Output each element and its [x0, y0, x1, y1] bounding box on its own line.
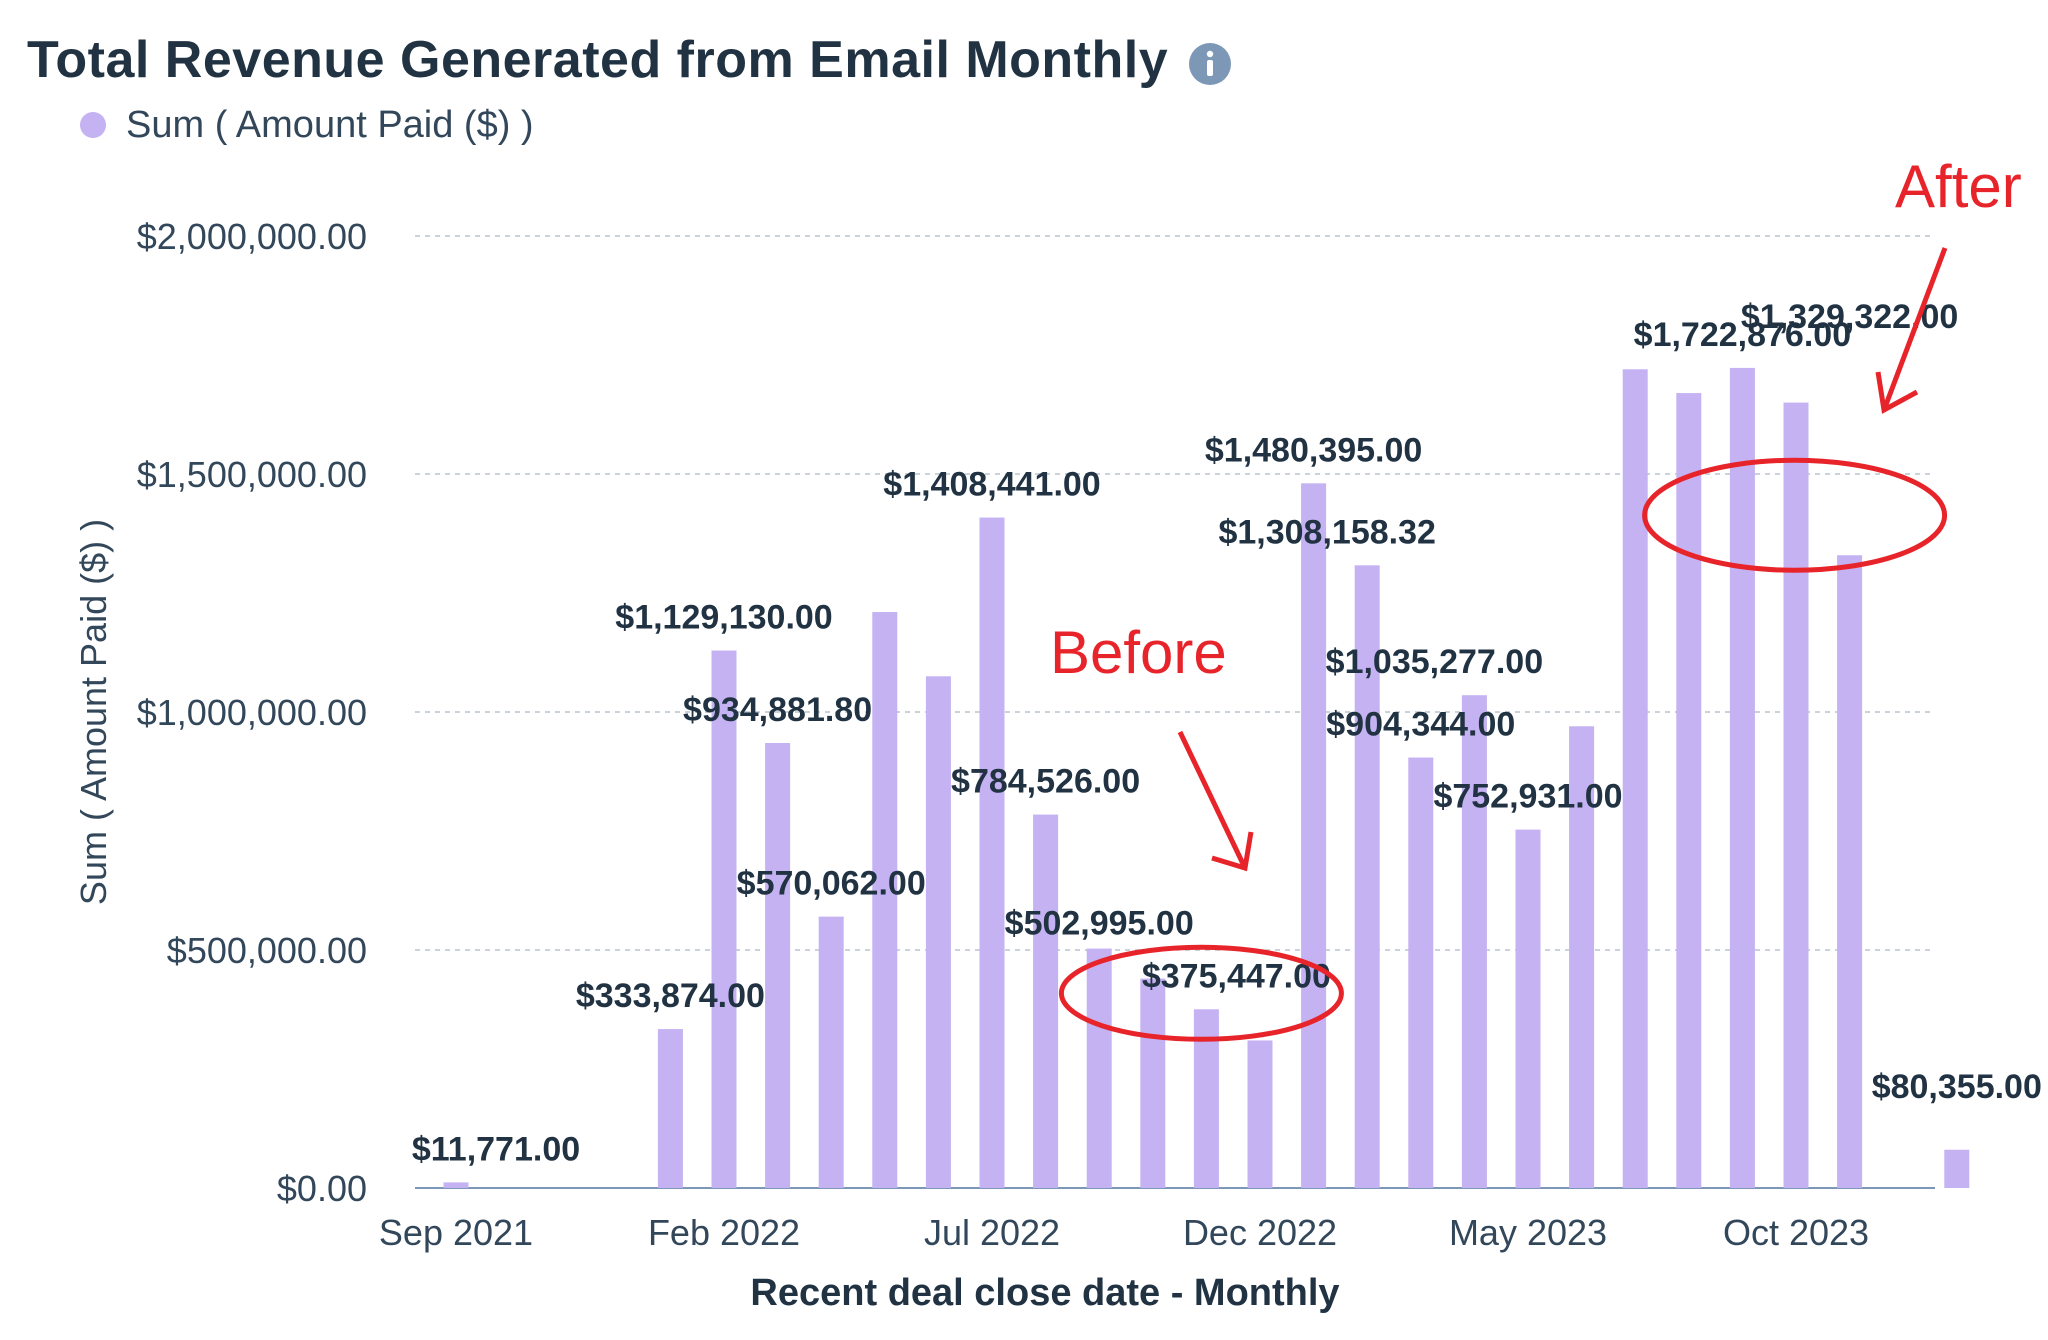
chart-title: Total Revenue Generated from Email Month…: [27, 31, 1169, 89]
x-tick-label: Dec 2022: [1183, 1212, 1337, 1253]
data-label: $904,344.00: [1326, 706, 1515, 744]
bar: [979, 517, 1005, 1188]
data-label: $784,526.00: [951, 763, 1140, 801]
x-axis-title: Recent deal close date - Monthly: [750, 1272, 1339, 1314]
y-tick-label: $1,000,000.00: [137, 692, 367, 733]
bar: [1086, 948, 1112, 1188]
bar: [1033, 814, 1059, 1188]
bar: [443, 1182, 469, 1188]
x-tick-label: Jul 2022: [924, 1212, 1060, 1253]
bar: [1301, 483, 1327, 1188]
bar: [1515, 829, 1541, 1188]
before-annotation: Before: [1050, 619, 1227, 686]
data-label: $11,771.00: [412, 1130, 580, 1168]
data-label: $375,447.00: [1142, 957, 1331, 995]
legend-label: Sum ( Amount Paid ($) ): [126, 103, 534, 146]
bar: [1354, 565, 1380, 1188]
data-label: $752,931.00: [1433, 778, 1622, 816]
info-icon-stem: [1207, 60, 1213, 76]
before-arrow: [1177, 730, 1248, 870]
y-tick-label: $2,000,000.00: [137, 216, 367, 257]
y-axis-title: Sum ( Amount Paid ($) ): [73, 519, 114, 905]
bar: [872, 612, 898, 1188]
data-label: $1,129,130.00: [615, 599, 832, 637]
bar: [711, 650, 737, 1188]
bar: [925, 676, 951, 1188]
after-arrowhead: [1875, 371, 1919, 414]
bar: [1461, 695, 1487, 1188]
bar: [1944, 1149, 1970, 1188]
bar: [1676, 393, 1702, 1189]
data-label: $333,874.00: [576, 977, 765, 1015]
bar: [1140, 978, 1166, 1188]
y-tick-label: $1,500,000.00: [137, 454, 367, 495]
data-label: $502,995.00: [1005, 905, 1194, 943]
bar: [1247, 1040, 1273, 1188]
before-circle: [1058, 944, 1344, 1042]
bar: [1837, 555, 1863, 1188]
after-arrow: [1881, 247, 1948, 411]
data-label: $570,062.00: [737, 865, 926, 903]
info-icon-dot: [1206, 50, 1214, 58]
info-icon[interactable]: [1188, 42, 1232, 86]
bar: [1569, 726, 1595, 1188]
bar: [1622, 369, 1648, 1188]
x-tick-label: May 2023: [1449, 1212, 1607, 1253]
after-annotation: After: [1895, 153, 2022, 220]
y-tick-label: $0.00: [277, 1168, 367, 1209]
data-label: $1,408,441.00: [883, 466, 1100, 504]
data-label: $1,035,277.00: [1326, 643, 1543, 681]
bar: [657, 1029, 683, 1188]
data-label: $1,722,876.00: [1634, 316, 1851, 354]
bar: [1193, 1009, 1219, 1188]
y-tick-label: $500,000.00: [167, 930, 367, 971]
x-tick-label: Feb 2022: [648, 1212, 800, 1253]
bar: [818, 916, 844, 1188]
data-label: $1,308,158.32: [1218, 513, 1435, 551]
data-label: $1,480,395.00: [1205, 431, 1422, 469]
bar: [1783, 402, 1809, 1189]
before-arrowhead: [1211, 831, 1254, 872]
legend-swatch: [80, 112, 106, 138]
chart-legend[interactable]: Sum ( Amount Paid ($) ): [80, 100, 534, 150]
bar: [1729, 367, 1755, 1188]
x-tick-label: Oct 2023: [1723, 1212, 1869, 1253]
after-circle: [1642, 457, 1948, 573]
bar: [1408, 757, 1434, 1188]
x-tick-label: Sep 2021: [379, 1212, 533, 1253]
data-label: $934,881.80: [683, 691, 872, 729]
bar: [765, 742, 791, 1188]
data-label: $80,355.00: [1872, 1068, 2042, 1106]
